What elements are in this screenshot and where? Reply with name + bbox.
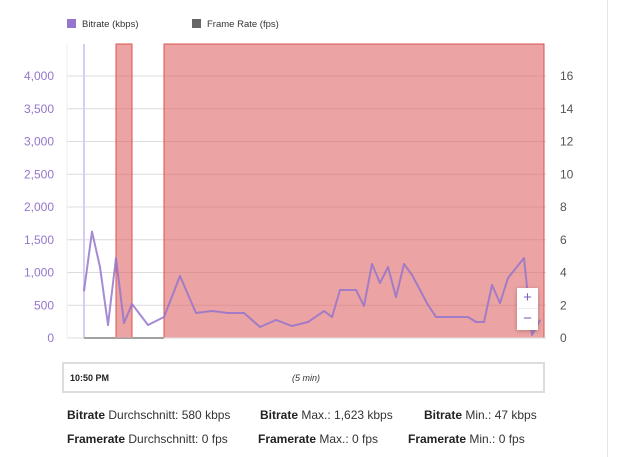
legend-swatch <box>67 19 76 28</box>
bitrate-point <box>131 303 133 306</box>
bitrate-point <box>379 281 381 284</box>
bitrate-point <box>483 321 485 324</box>
bitrate-point <box>91 230 93 233</box>
y-right-tick-label: 8 <box>560 200 567 214</box>
bitrate-point <box>403 262 405 265</box>
bitrate-line <box>83 230 541 336</box>
bitrate-point <box>99 265 101 268</box>
timeline-span: (5 min) <box>292 373 321 383</box>
bitrate-point <box>411 273 413 276</box>
bitrate-point <box>363 304 365 307</box>
stat-value: Min.: 0 fps <box>466 432 525 446</box>
y-left-tick-label: 3,000 <box>24 135 54 149</box>
bitrate-point <box>523 257 525 260</box>
stat-label: Framerate <box>258 432 317 446</box>
y-left-tick-label: 4,000 <box>24 69 54 83</box>
y-right-tick-label: 12 <box>560 135 574 149</box>
bitrate-point <box>387 265 389 268</box>
stat-label: Bitrate <box>424 408 463 422</box>
bitrate-point <box>467 315 469 318</box>
bitrate-point <box>115 257 117 260</box>
bitrate-point <box>275 318 277 321</box>
bitrate-point <box>227 311 229 314</box>
bitrate-point <box>435 315 437 318</box>
y-right-tick-label: 16 <box>560 69 574 83</box>
y-left-tick-label: 500 <box>34 298 54 312</box>
bitrate-point <box>291 325 293 328</box>
bitrate-point <box>123 322 125 325</box>
y-right-tick-label: 4 <box>560 266 567 280</box>
bitrate-point <box>371 262 373 265</box>
stat-bitrate-min: Bitrate Min.: 47 kbps <box>424 408 537 422</box>
bitrate-point <box>531 333 533 336</box>
bitrate-point <box>499 302 501 305</box>
y-left-tick-label: 2,500 <box>24 167 54 181</box>
y-right-tick-label: 2 <box>560 298 567 312</box>
y-right-tick-label: 0 <box>560 331 567 345</box>
bitrate-point <box>355 288 357 291</box>
bitrate-point <box>507 277 509 280</box>
bitrate-point <box>331 315 333 318</box>
bitrate-point <box>323 310 325 313</box>
stat-framerate-max: Framerate Max.: 0 fps <box>258 432 378 446</box>
stat-bitrate-avg: Bitrate Durchschnitt: 580 kbps <box>67 408 230 422</box>
bitrate-point <box>243 311 245 314</box>
bitrate-point <box>451 315 453 318</box>
timeline-start: 10:50 PM <box>70 373 110 383</box>
stat-bitrate-max: Bitrate Max.: 1,623 kbps <box>260 408 393 422</box>
bitrate-point <box>179 274 181 277</box>
bitrate-point <box>475 321 477 324</box>
zoom-controls: + − <box>517 288 538 330</box>
bitrate-point <box>83 289 85 292</box>
y-left-tick-label: 1,000 <box>24 266 54 280</box>
stat-label: Bitrate <box>260 408 299 422</box>
legend-label: Bitrate (kbps) <box>82 19 139 30</box>
stat-value: Durchschnitt: 0 fps <box>125 432 228 446</box>
bitrate-framerate-chart: Bitrate (kbps) Frame Rate (fps) 0 500 1,000 1… <box>24 19 574 345</box>
stat-label: Framerate <box>67 432 126 446</box>
y-left-tick-label: 3,500 <box>24 102 54 116</box>
bitrate-point <box>107 324 109 327</box>
y-right-tick-label: 14 <box>560 102 574 116</box>
zoom-in-button[interactable]: + <box>517 288 538 309</box>
side-scrollbar[interactable] <box>607 0 621 457</box>
bitrate-point <box>395 295 397 298</box>
bitrate-point <box>147 324 149 327</box>
bitrate-point <box>163 315 165 318</box>
y-right-tick-label: 10 <box>560 167 574 181</box>
alert-band <box>115 43 133 339</box>
timeline-navigator[interactable]: 10:50 PM (5 min) <box>62 362 545 393</box>
stat-framerate-min: Framerate Min.: 0 fps <box>408 432 525 446</box>
bitrate-point <box>259 325 261 328</box>
stat-value: Durchschnitt: 580 kbps <box>105 408 231 422</box>
y-right-tick-label: 6 <box>560 233 567 247</box>
stat-label: Framerate <box>408 432 467 446</box>
bitrate-point <box>427 303 429 306</box>
stat-label: Bitrate <box>67 408 106 422</box>
y-left-tick-label: 2,000 <box>24 200 54 214</box>
bitrate-point <box>307 321 309 324</box>
zoom-out-button[interactable]: − <box>523 310 532 327</box>
alert-band <box>163 43 545 339</box>
y-left-tick-label: 0 <box>47 331 54 345</box>
bitrate-point <box>539 318 541 321</box>
bitrate-point <box>339 288 341 291</box>
stat-framerate-avg: Framerate Durchschnitt: 0 fps <box>67 432 228 446</box>
stat-value: Min.: 47 kbps <box>462 408 537 422</box>
legend-label: Frame Rate (fps) <box>207 19 279 30</box>
stat-value: Max.: 1,623 kbps <box>298 408 393 422</box>
bitrate-point <box>195 311 197 314</box>
bitrate-point <box>211 310 213 313</box>
legend-swatch <box>192 19 201 28</box>
stat-value: Max.: 0 fps <box>316 432 379 446</box>
bitrate-point <box>491 284 493 287</box>
y-left-tick-label: 1,500 <box>24 233 54 247</box>
